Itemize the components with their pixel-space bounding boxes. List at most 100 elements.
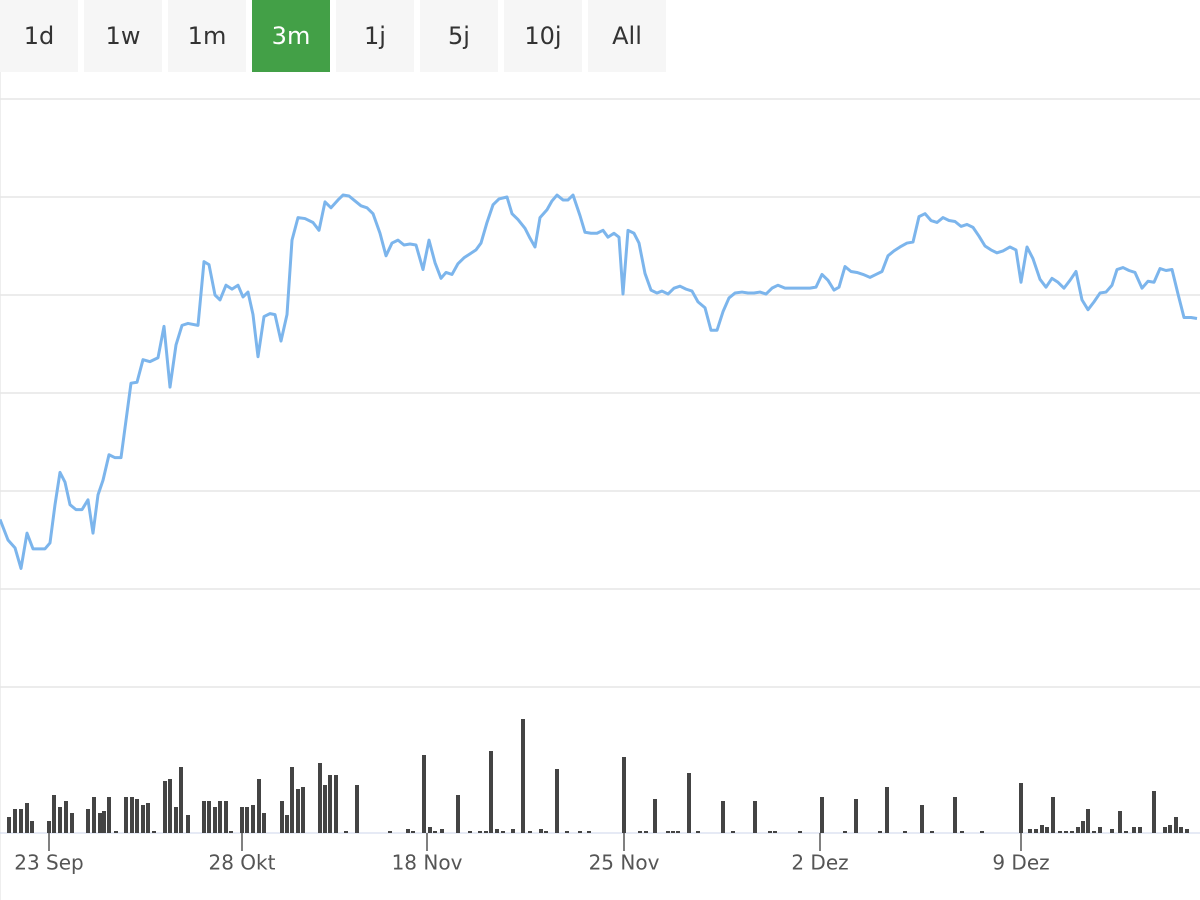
volume-bar	[687, 773, 691, 833]
volume-bar	[433, 831, 437, 833]
volume-bar	[1098, 827, 1102, 833]
volume-bar	[251, 805, 255, 833]
volume-bar	[587, 831, 591, 833]
volume-bar	[1168, 825, 1172, 833]
volume-bar	[1138, 827, 1142, 833]
volume-bar	[229, 831, 233, 833]
volume-bar	[355, 785, 359, 833]
volume-bar	[1076, 827, 1080, 833]
volume-bar	[489, 751, 493, 833]
volume-bar	[1081, 821, 1085, 833]
volume-bar	[146, 803, 150, 833]
volume-bar	[468, 831, 472, 833]
volume-bar	[163, 781, 167, 833]
volume-bar	[539, 829, 543, 833]
volume-bar	[721, 801, 725, 833]
range-button[interactable]: 1j	[336, 0, 414, 72]
volume-bar	[440, 829, 444, 833]
volume-bar	[1045, 827, 1049, 833]
volume-bar	[92, 797, 96, 833]
volume-bar	[1118, 811, 1122, 833]
volume-bar	[903, 831, 907, 833]
volume-bar	[1034, 829, 1038, 833]
volume-bar	[456, 795, 460, 833]
range-button[interactable]: 1d	[0, 0, 78, 72]
volume-bar	[753, 801, 757, 833]
volume-bar	[980, 831, 984, 833]
volume-bar	[555, 769, 559, 833]
volume-bar	[58, 807, 62, 833]
volume-bar	[218, 801, 222, 833]
volume-bar	[1070, 831, 1074, 833]
volume-bar	[280, 801, 284, 833]
volume-bar	[885, 787, 889, 833]
volume-bar	[696, 831, 700, 833]
range-button[interactable]: 1m	[168, 0, 246, 72]
volume-bar	[671, 831, 675, 833]
volume-bar	[135, 799, 139, 833]
volume-bar	[484, 831, 488, 833]
volume-bar	[565, 831, 569, 833]
volume-bar	[224, 801, 228, 833]
volume-bar	[495, 829, 499, 833]
range-button[interactable]: 5j	[420, 0, 498, 72]
volume-bar	[323, 785, 327, 833]
volume-bar	[653, 799, 657, 833]
volume-bar	[638, 831, 642, 833]
volume-bar	[245, 807, 249, 833]
volume-bar	[1019, 783, 1023, 833]
volume-bar	[411, 831, 415, 833]
x-tick-label: 25 Nov	[589, 851, 660, 875]
volume-bar	[168, 779, 172, 833]
volume-bar	[70, 813, 74, 833]
volume-bar	[13, 809, 17, 833]
volume-bar	[25, 803, 29, 833]
range-button[interactable]: 3m	[252, 0, 330, 72]
volume-bar	[47, 821, 51, 833]
volume-bar	[878, 831, 882, 833]
volume-bar	[1086, 809, 1090, 833]
volume-bar	[1124, 831, 1128, 833]
volume-bar	[7, 817, 11, 833]
volume-bar	[528, 831, 532, 833]
volume-bar	[854, 799, 858, 833]
volume-bar	[114, 831, 118, 833]
volume-bar	[1058, 831, 1062, 833]
volume-bar	[544, 831, 548, 833]
volume-bar	[1132, 827, 1136, 833]
volume-bar	[152, 831, 156, 833]
volume-bar	[666, 831, 670, 833]
volume-bar	[1185, 829, 1189, 833]
volume-bar	[290, 767, 294, 833]
volume-bar	[798, 831, 802, 833]
volume-bar	[179, 767, 183, 833]
x-tick-label: 9 Dez	[992, 851, 1049, 875]
volume-bar	[1040, 825, 1044, 833]
volume-bar	[334, 775, 338, 833]
volume-bar	[318, 763, 322, 833]
range-button[interactable]: 10j	[504, 0, 582, 72]
volume-bar	[257, 779, 261, 833]
volume-bar	[328, 775, 332, 833]
price-line	[0, 193, 1198, 570]
volume-bar	[388, 831, 392, 833]
volume-bar	[1174, 817, 1178, 833]
volume-bar	[578, 831, 582, 833]
volume-bar	[141, 805, 145, 833]
volume-bar	[262, 813, 266, 833]
volume-bar	[422, 755, 426, 833]
volume-bar	[86, 809, 90, 833]
volume-bar	[1163, 827, 1167, 833]
volume-bar	[820, 797, 824, 833]
range-button[interactable]: All	[588, 0, 666, 72]
volume-bar	[1179, 827, 1183, 833]
volume-bar	[953, 797, 957, 833]
range-button[interactable]: 1w	[84, 0, 162, 72]
volume-bar	[1092, 831, 1096, 833]
volume-bar	[213, 807, 217, 833]
volume-bar	[406, 829, 410, 833]
x-tick-label: 28 Okt	[209, 851, 276, 875]
volume-bar	[773, 831, 777, 833]
